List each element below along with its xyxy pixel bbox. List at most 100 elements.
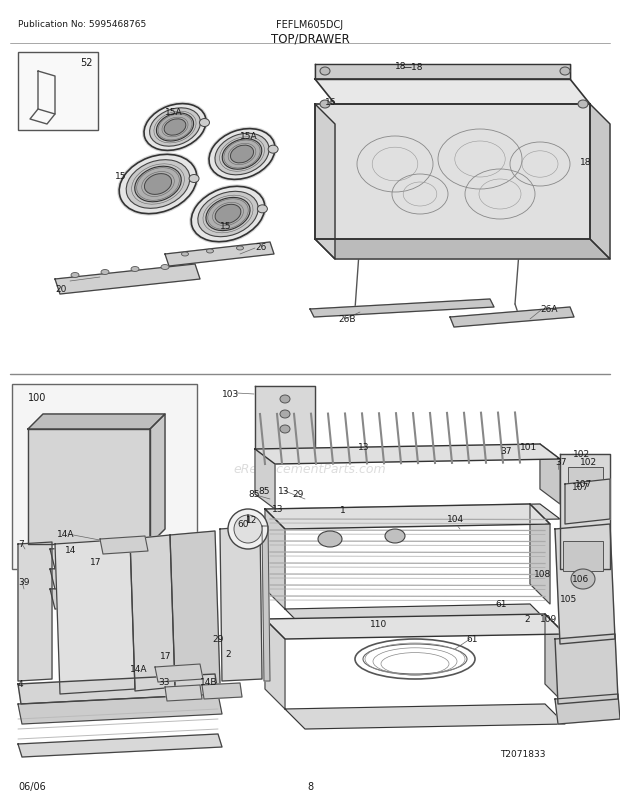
Ellipse shape [268, 146, 278, 154]
Bar [563, 541, 603, 571]
Text: 105: 105 [560, 594, 577, 603]
Text: 60: 60 [237, 520, 249, 529]
Ellipse shape [200, 119, 210, 128]
Polygon shape [450, 308, 574, 327]
Polygon shape [255, 444, 560, 464]
Polygon shape [315, 105, 335, 260]
Polygon shape [555, 525, 615, 644]
Polygon shape [100, 537, 148, 554]
Text: TOP/DRAWER: TOP/DRAWER [270, 32, 350, 45]
Polygon shape [555, 695, 620, 724]
Polygon shape [540, 444, 560, 504]
Text: 26: 26 [255, 243, 267, 252]
Ellipse shape [71, 273, 79, 278]
Ellipse shape [189, 185, 267, 245]
Polygon shape [560, 455, 610, 569]
Polygon shape [165, 685, 202, 701]
Text: 14A: 14A [57, 529, 74, 538]
Text: 15: 15 [220, 221, 231, 231]
Text: 109: 109 [540, 614, 557, 623]
Text: 29: 29 [212, 634, 223, 643]
Text: 15A: 15A [240, 132, 258, 141]
Text: 61: 61 [466, 634, 477, 643]
Polygon shape [28, 415, 165, 429]
Polygon shape [50, 585, 145, 610]
Polygon shape [530, 504, 550, 604]
Ellipse shape [131, 267, 139, 272]
Ellipse shape [320, 101, 330, 109]
Text: 12: 12 [246, 516, 257, 525]
Text: 13: 13 [278, 486, 290, 496]
Polygon shape [170, 532, 220, 687]
Ellipse shape [101, 270, 109, 275]
Ellipse shape [207, 128, 277, 182]
Text: Publication No: 5995468765: Publication No: 5995468765 [18, 20, 146, 29]
Polygon shape [565, 480, 610, 525]
Ellipse shape [234, 516, 262, 543]
Polygon shape [265, 504, 550, 529]
Ellipse shape [164, 119, 186, 136]
Ellipse shape [182, 253, 188, 257]
Ellipse shape [280, 395, 290, 403]
Text: 61: 61 [495, 599, 507, 608]
Text: 1: 1 [340, 505, 346, 514]
Polygon shape [18, 542, 52, 681]
Text: 52: 52 [80, 58, 92, 68]
Text: 103: 103 [222, 390, 239, 399]
Text: 2: 2 [524, 614, 529, 623]
Polygon shape [265, 509, 285, 610]
Text: 13: 13 [272, 504, 283, 513]
Polygon shape [315, 240, 610, 260]
Text: 101: 101 [520, 443, 538, 452]
Polygon shape [220, 526, 262, 681]
Polygon shape [55, 265, 200, 294]
Text: eReplacementParts.com: eReplacementParts.com [234, 463, 386, 476]
Text: 106: 106 [572, 574, 589, 583]
Ellipse shape [117, 153, 199, 217]
Text: 104: 104 [447, 514, 464, 524]
Bar [568, 468, 603, 492]
Ellipse shape [215, 134, 269, 176]
Ellipse shape [280, 411, 290, 419]
Polygon shape [275, 504, 560, 525]
Ellipse shape [161, 265, 169, 270]
Polygon shape [150, 415, 165, 545]
Polygon shape [165, 243, 274, 267]
Ellipse shape [231, 146, 254, 164]
Text: 14A: 14A [130, 664, 148, 673]
Polygon shape [285, 604, 550, 630]
Ellipse shape [571, 569, 595, 589]
Text: 26A: 26A [540, 305, 557, 314]
Polygon shape [315, 105, 590, 240]
Ellipse shape [135, 167, 181, 203]
Text: 37: 37 [500, 447, 511, 456]
Ellipse shape [280, 426, 290, 433]
Bar [18, 53, 98, 131]
Polygon shape [18, 734, 222, 757]
Polygon shape [50, 545, 135, 569]
Text: 107: 107 [575, 480, 592, 488]
Polygon shape [265, 619, 285, 709]
Polygon shape [255, 449, 275, 509]
Text: 107: 107 [572, 482, 589, 492]
Ellipse shape [560, 68, 570, 76]
Text: 102: 102 [573, 449, 590, 459]
Polygon shape [18, 674, 218, 704]
Polygon shape [28, 429, 150, 545]
Polygon shape [590, 105, 610, 260]
Text: 06/06: 06/06 [18, 781, 46, 791]
Text: FEFLM605DCJ: FEFLM605DCJ [277, 20, 343, 30]
Polygon shape [262, 526, 270, 681]
Ellipse shape [206, 198, 250, 231]
Ellipse shape [236, 247, 244, 251]
Polygon shape [18, 695, 222, 724]
Text: 15: 15 [115, 172, 126, 180]
Polygon shape [255, 387, 315, 449]
Polygon shape [130, 535, 175, 691]
Text: 18: 18 [580, 158, 591, 167]
Text: 18: 18 [395, 62, 407, 71]
Ellipse shape [257, 205, 267, 213]
Polygon shape [315, 65, 570, 80]
Text: 37: 37 [555, 457, 567, 467]
Ellipse shape [144, 104, 206, 152]
